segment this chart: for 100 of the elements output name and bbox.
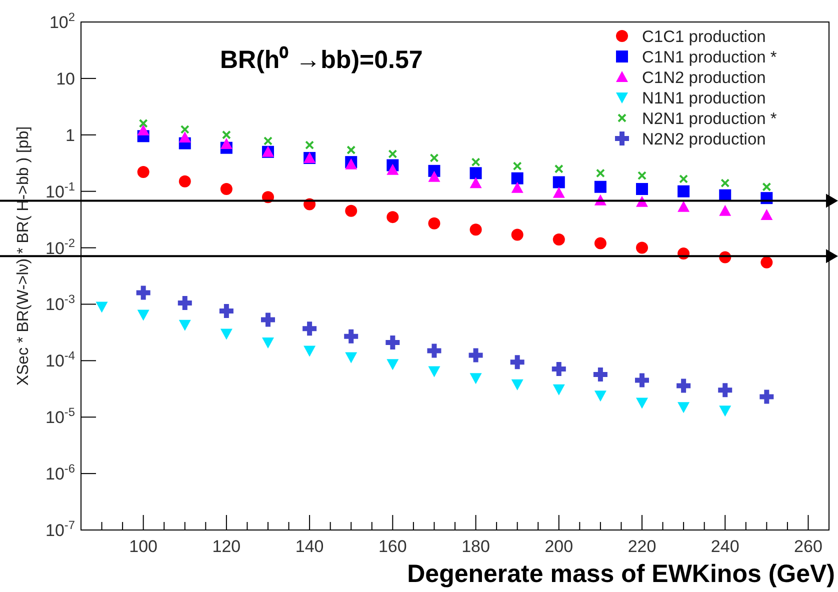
point bbox=[178, 320, 191, 331]
point bbox=[136, 286, 150, 300]
point bbox=[137, 166, 150, 178]
x-tick-label: 140 bbox=[295, 537, 324, 556]
point bbox=[222, 130, 231, 140]
point bbox=[552, 362, 566, 376]
point bbox=[302, 322, 317, 336]
legend-label: C1C1 production bbox=[642, 28, 766, 46]
point bbox=[678, 200, 690, 212]
point bbox=[386, 164, 399, 175]
point bbox=[511, 182, 524, 193]
point bbox=[220, 138, 232, 149]
point bbox=[219, 304, 234, 318]
point bbox=[264, 136, 272, 146]
x-axis-title: Degenerate mass of EWKinos (GeV) bbox=[407, 560, 835, 588]
point bbox=[386, 211, 399, 224]
point bbox=[345, 204, 358, 217]
point bbox=[636, 242, 648, 254]
y-tick-label: 1 bbox=[66, 126, 75, 145]
y-tick-label: 10$^{-3}$ bbox=[46, 292, 76, 314]
point bbox=[261, 312, 275, 327]
legend-label: C1N1 production * bbox=[642, 48, 778, 66]
point bbox=[678, 185, 690, 198]
point bbox=[760, 390, 774, 404]
legend-label: N2N1 production * bbox=[642, 110, 778, 128]
point bbox=[468, 348, 483, 362]
point bbox=[594, 237, 606, 250]
point bbox=[427, 344, 442, 358]
point bbox=[678, 402, 690, 414]
point bbox=[510, 355, 524, 370]
point bbox=[552, 234, 565, 246]
legend-label: N1N1 production bbox=[642, 90, 766, 108]
x-tick-label: 180 bbox=[462, 537, 490, 556]
point bbox=[760, 256, 773, 268]
x-tick-label: 260 bbox=[794, 537, 822, 556]
point bbox=[471, 158, 480, 167]
point bbox=[596, 168, 605, 178]
point bbox=[220, 328, 232, 340]
point bbox=[636, 398, 648, 409]
point bbox=[178, 131, 191, 142]
y-tick-label: 10$^{-5}$ bbox=[46, 405, 76, 428]
y-tick-label: 10 bbox=[56, 69, 75, 88]
point bbox=[720, 178, 730, 188]
point bbox=[386, 335, 400, 350]
annotation: BR(h⁰ →bb)=0.57 bbox=[220, 46, 423, 74]
x-tick-label: 200 bbox=[544, 537, 574, 556]
point bbox=[178, 296, 192, 310]
point bbox=[137, 124, 150, 136]
y-tick-label: 10$^{-7}$ bbox=[46, 518, 76, 540]
point bbox=[552, 176, 565, 188]
point bbox=[679, 174, 688, 184]
point bbox=[305, 140, 314, 150]
point bbox=[470, 177, 482, 188]
point bbox=[593, 367, 608, 382]
point bbox=[512, 162, 522, 171]
point bbox=[719, 406, 732, 417]
point bbox=[676, 378, 691, 393]
y-tick-label: 10$^{-2}$ bbox=[46, 236, 76, 258]
y-tick-label: 10$^{-6}$ bbox=[46, 462, 76, 484]
point bbox=[762, 182, 772, 192]
point bbox=[470, 224, 482, 236]
point bbox=[428, 366, 440, 378]
y-axis-title: XSec * BR(W->lν) * BR( H->bb ) [pb] bbox=[15, 126, 32, 386]
x-tick-label: 220 bbox=[628, 537, 656, 556]
point bbox=[554, 164, 564, 174]
point bbox=[470, 373, 482, 384]
point bbox=[636, 182, 648, 195]
point bbox=[594, 390, 606, 402]
point bbox=[428, 170, 440, 182]
point bbox=[552, 384, 565, 396]
point bbox=[96, 302, 108, 313]
point bbox=[719, 204, 732, 216]
point bbox=[428, 217, 440, 230]
point bbox=[635, 373, 649, 388]
point bbox=[138, 118, 148, 128]
point bbox=[511, 379, 524, 390]
point bbox=[718, 383, 732, 398]
x-tick-label: 240 bbox=[710, 537, 740, 556]
point bbox=[552, 186, 565, 198]
point bbox=[386, 359, 399, 370]
point bbox=[178, 175, 191, 188]
point bbox=[346, 145, 356, 154]
point bbox=[638, 171, 646, 180]
point bbox=[344, 329, 358, 344]
point bbox=[137, 310, 150, 321]
y-tick-label: 10$^{2}$ bbox=[49, 10, 76, 32]
point bbox=[304, 346, 316, 357]
point bbox=[180, 124, 190, 134]
point bbox=[760, 209, 773, 220]
point bbox=[594, 180, 606, 193]
point bbox=[511, 172, 524, 184]
point bbox=[345, 352, 358, 364]
legend-label: C1N2 production bbox=[642, 69, 766, 87]
y-tick-label: 10$^{-1}$ bbox=[46, 179, 76, 202]
x-tick-label: 120 bbox=[212, 537, 241, 556]
x-tick-label: 100 bbox=[129, 537, 158, 556]
legend-label: N2N2 production bbox=[642, 130, 766, 148]
point bbox=[511, 228, 524, 241]
point bbox=[220, 182, 232, 195]
point bbox=[262, 337, 274, 348]
